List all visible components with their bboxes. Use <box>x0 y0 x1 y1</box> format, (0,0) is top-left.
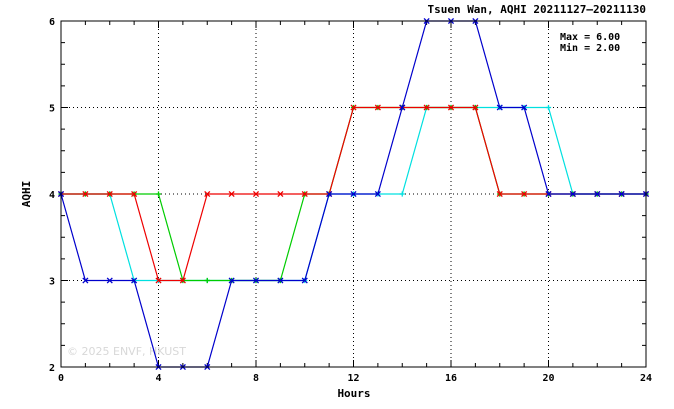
x-tick-label: 16 <box>445 373 457 384</box>
data-point <box>252 277 260 284</box>
data-point <box>496 190 503 198</box>
data-point <box>399 104 406 111</box>
data-point <box>423 104 430 111</box>
data-point <box>179 277 186 284</box>
y-tick-label: 4 <box>49 190 55 201</box>
data-point <box>374 190 381 198</box>
data-point <box>472 104 479 111</box>
data-point <box>496 104 503 111</box>
data-point <box>155 191 162 197</box>
plot-frame <box>60 20 647 368</box>
y-tick-label: 6 <box>49 17 55 28</box>
data-point <box>594 190 601 198</box>
data-point <box>204 277 210 284</box>
data-point <box>521 190 528 198</box>
data-point <box>204 190 211 198</box>
data-point <box>447 104 455 111</box>
data-point <box>618 190 625 198</box>
x-tick-label: 12 <box>347 373 359 384</box>
y-tick-label: 5 <box>49 104 55 115</box>
x-tick-label: 4 <box>155 373 161 384</box>
data-point <box>399 191 405 197</box>
x-axis-label: Hours <box>337 387 370 400</box>
data-point <box>228 277 235 284</box>
y-tick-label: 3 <box>49 277 55 288</box>
x-tick-label: 0 <box>58 373 64 384</box>
min-stat: Min = 2.00 <box>560 42 620 54</box>
data-point <box>82 190 89 198</box>
data-point <box>350 190 357 198</box>
max-stat: Max = 6.00 <box>560 32 620 43</box>
data-point <box>277 190 284 198</box>
data-point <box>131 190 138 198</box>
data-point <box>374 104 381 111</box>
y-axis-label: AQHI <box>20 181 33 208</box>
data-point <box>545 104 552 111</box>
y-tick-label: 2 <box>49 363 55 374</box>
data-point <box>106 277 113 284</box>
data-point <box>228 190 235 198</box>
data-point <box>350 104 357 111</box>
data-point <box>301 190 308 198</box>
data-point <box>106 190 113 198</box>
data-point <box>277 277 284 284</box>
data-point <box>569 190 576 198</box>
data-point <box>131 277 138 284</box>
data-point <box>521 104 528 111</box>
data-point <box>82 277 89 284</box>
x-tick-label: 20 <box>542 373 554 384</box>
watermark: © 2025 ENVF, HKUST <box>67 345 186 358</box>
data-point <box>301 277 308 284</box>
y-tick-labels: 2 3 4 5 6 <box>49 17 55 374</box>
x-tick-label: 24 <box>640 373 652 384</box>
data-point <box>545 190 552 198</box>
data-point <box>326 190 333 198</box>
chart-title: Tsuen Wan, AQHI 20211127–20211130 <box>427 3 646 16</box>
data-point <box>252 190 260 198</box>
data-point <box>155 277 162 284</box>
x-tick-label: 8 <box>253 373 259 384</box>
x-tick-labels: 0 4 8 12 16 20 24 <box>58 373 652 384</box>
